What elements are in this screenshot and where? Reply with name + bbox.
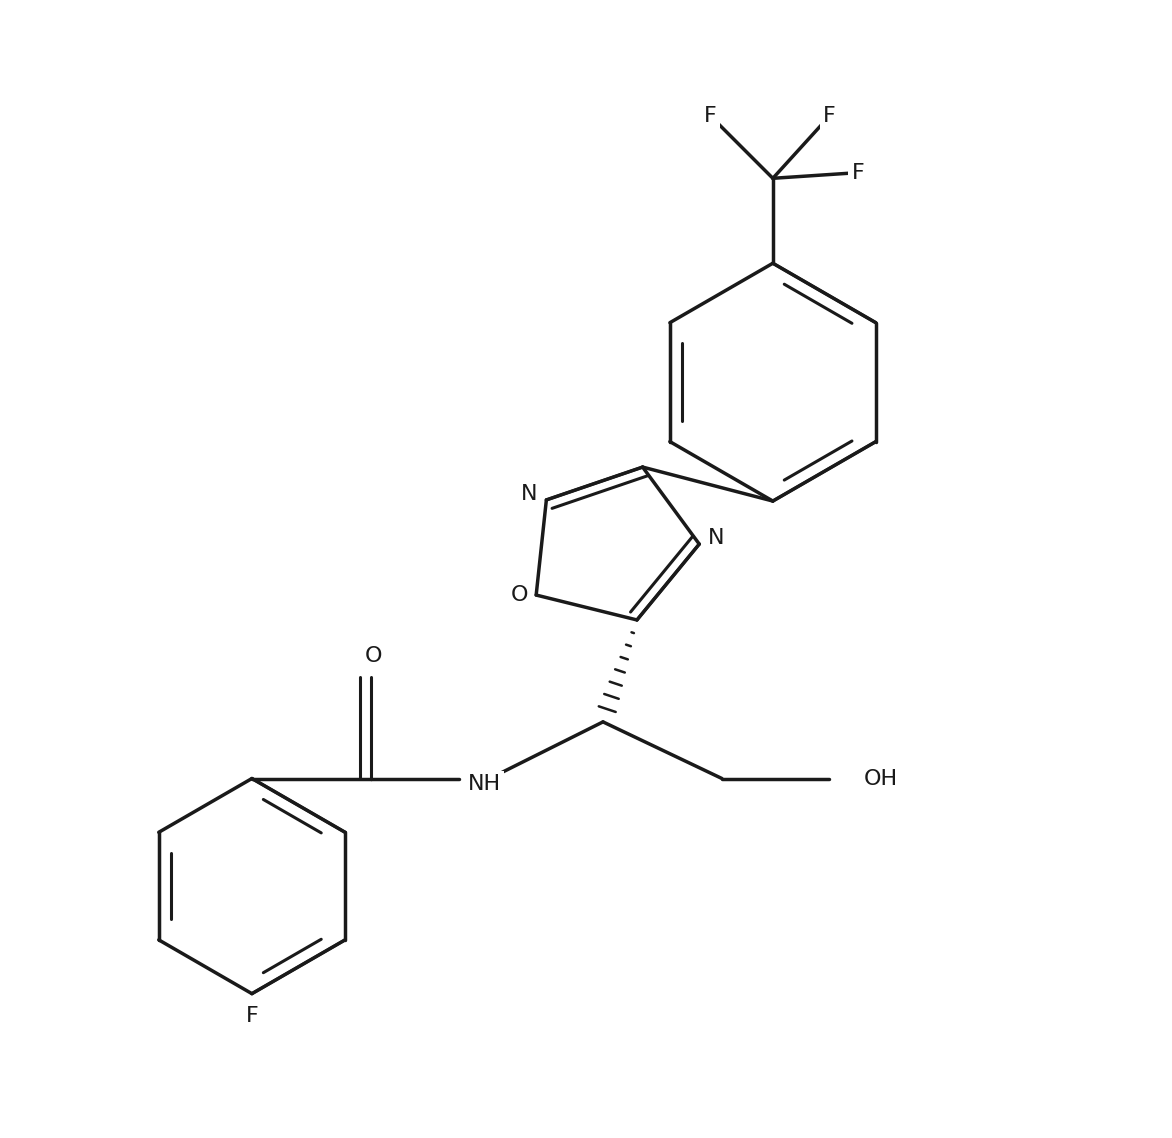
Text: O: O [364,646,382,666]
Text: N: N [522,485,538,504]
Text: N: N [708,528,724,549]
Text: F: F [823,106,836,126]
Text: NH: NH [468,774,500,794]
Text: F: F [851,163,864,182]
Text: O: O [511,585,527,605]
Text: F: F [246,1006,258,1026]
Text: F: F [704,106,717,126]
Text: OH: OH [864,768,898,789]
